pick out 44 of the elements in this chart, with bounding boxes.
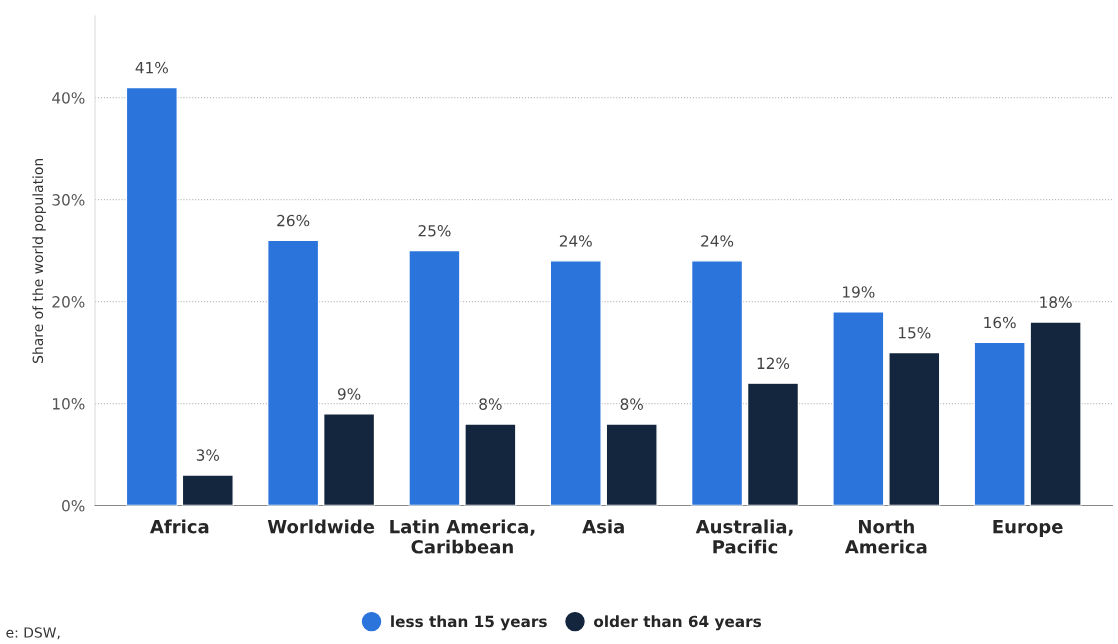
text: 3% xyxy=(196,449,220,461)
y-tick-label: 30% xyxy=(52,194,85,206)
bar xyxy=(605,423,658,506)
bar xyxy=(408,249,461,506)
text: e: DSW, xyxy=(6,627,60,640)
bar xyxy=(832,311,885,506)
text: 41% xyxy=(135,61,168,74)
bar xyxy=(746,382,800,506)
text: 25% xyxy=(418,225,451,237)
bar xyxy=(1029,321,1082,506)
text: 26% xyxy=(277,214,310,227)
text: 24% xyxy=(701,235,734,247)
bar xyxy=(181,474,234,506)
x-tick-label: Europe xyxy=(993,519,1063,537)
x-tick-label: Asia xyxy=(582,519,624,534)
text: 19% xyxy=(843,286,875,298)
bar xyxy=(267,239,320,506)
x-tick-label: Worldwide xyxy=(267,519,375,534)
x-tick-label: North America xyxy=(844,519,927,554)
x-tick-label: Africa xyxy=(149,519,209,534)
legend-label: older than 64 years xyxy=(593,615,762,631)
y-axis-title: Share of the world population xyxy=(32,158,46,363)
y-tick-label: 10% xyxy=(53,398,85,410)
legend-label: less than 15 years xyxy=(391,615,547,631)
bar xyxy=(322,413,376,506)
y-tick-label: 20% xyxy=(52,296,85,308)
text: 12% xyxy=(757,357,790,370)
bar xyxy=(464,423,517,506)
y-tick-label: 0% xyxy=(62,500,85,512)
text: 15% xyxy=(899,326,931,339)
text: 8% xyxy=(479,398,502,410)
bar xyxy=(125,86,178,506)
x-tick-label: Australia, Pacific xyxy=(695,519,793,554)
bar xyxy=(690,260,744,506)
bar xyxy=(973,341,1026,506)
bar xyxy=(549,260,602,506)
bar xyxy=(888,351,941,506)
text: 16% xyxy=(984,316,1016,329)
y-tick-label: 40% xyxy=(52,92,85,104)
text: 24% xyxy=(559,235,592,247)
text: 9% xyxy=(337,388,361,400)
text: 8% xyxy=(620,398,643,410)
text: 18% xyxy=(1040,296,1072,308)
x-tick-label: Latin America, Caribbean xyxy=(390,519,535,554)
